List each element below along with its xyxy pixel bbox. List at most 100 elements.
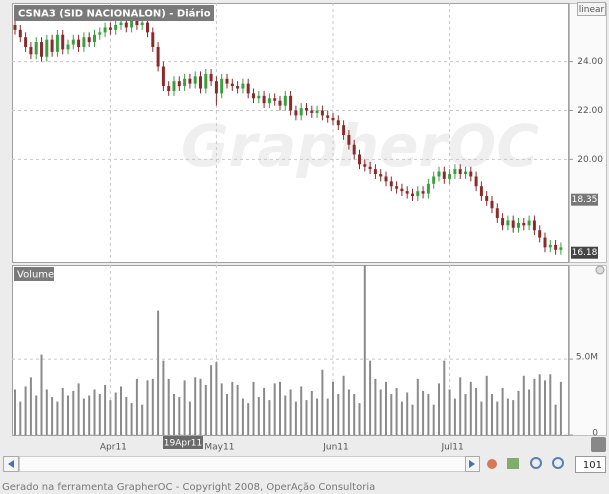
x-tick-label: Apr11 [100,443,127,453]
volume-bar [422,390,425,435]
volume-bar [188,401,191,435]
volume-bar [464,394,467,435]
volume-bar [406,392,409,435]
volume-bar [512,400,515,435]
volume-bar [554,404,557,435]
candle-body [426,183,430,194]
volume-bar [88,395,91,435]
x-tick-label: Jun11 [322,443,349,453]
scale-button-label[interactable]: linear [579,5,605,15]
candle-body [421,191,425,194]
candle-body [310,110,314,113]
candle-body [257,95,261,99]
candle-body [384,176,388,182]
close-panel[interactable] [595,265,605,275]
volume-bar [385,381,387,435]
volume-bar [98,394,101,435]
price-axis [569,3,607,263]
candle-body [527,220,531,226]
candle-body [442,171,446,179]
volume-bar [61,387,64,435]
volume-bar [210,365,213,435]
candle-body [485,196,489,201]
volume-bar [416,378,419,435]
volume-bar [204,384,207,435]
volume-bar [390,394,393,435]
candle-body [289,95,293,111]
zoom-value[interactable]: 101 [583,460,602,471]
candle-body [61,34,65,50]
candle-body [225,78,229,84]
candle-body [156,46,160,67]
candle-body [87,37,91,43]
candle-body [511,220,515,228]
volume-bar [438,383,440,435]
volume-bar [300,386,303,435]
volume-bar [194,377,197,435]
candle-body [294,110,298,116]
candle-body [236,86,240,89]
candle-body [77,39,81,47]
candle-body [379,174,383,177]
volume-bar [480,401,483,435]
volume-bar [485,375,488,435]
scroll-right-icon [469,460,475,468]
zoom-input[interactable] [575,456,606,473]
candle-body [34,42,38,55]
candle-body [411,193,414,197]
volume-bar [247,403,250,435]
candle-body [13,24,17,30]
scale-button[interactable] [577,2,606,16]
x-tick-label: May11 [204,443,234,453]
candle-body [267,98,271,104]
volume-bar [358,403,361,435]
volume-bar [109,400,112,435]
price-marker-box [571,246,598,259]
volume-bar [241,398,244,435]
zoom-fit[interactable] [507,458,519,469]
scroll-track[interactable] [19,456,480,472]
title-box [14,5,214,21]
price-marker-label: 18.35 [572,195,598,205]
volume-bar [268,400,271,435]
volume-bar [517,390,520,435]
candle-body [532,220,536,231]
volume-bar [167,378,170,435]
cursor-label-box [163,436,203,449]
volume-bar [146,380,149,435]
volume-bar [273,383,276,435]
volume-bar [236,384,239,435]
candle-body [283,95,287,106]
candle-body [24,37,28,47]
volume-bar [114,392,117,435]
volume-bar [183,380,186,435]
zoom-out[interactable] [530,457,542,469]
volume-bar [544,380,546,435]
candle-body [347,134,351,145]
candle-body [82,37,86,47]
zoom-in[interactable] [552,457,564,469]
volume-bar [93,389,96,435]
volume-bar [491,394,493,435]
zoom-reset[interactable] [487,459,497,469]
volume-bar [469,381,472,435]
candle-body [517,222,520,228]
volume-bar [72,390,75,435]
candle-body [172,81,176,91]
candle-body [66,44,70,50]
volume-bar [14,389,16,435]
volume-bar [400,401,403,435]
candle-body [331,117,335,121]
tool-button[interactable] [591,437,606,452]
volume-bar [199,378,202,435]
candle-body [358,154,361,165]
volume-title: Volume [17,270,54,281]
scroll-left-icon [8,460,14,468]
volume-bar [289,389,292,435]
y-tick-label: 0 [592,429,598,439]
footer: Gerado na ferramenta GrapherOC - Copyrig… [2,482,375,493]
watermark: GrapherOC [181,112,539,180]
volume-bar [332,381,334,435]
candle-body [108,27,112,30]
candle-body [326,115,330,118]
